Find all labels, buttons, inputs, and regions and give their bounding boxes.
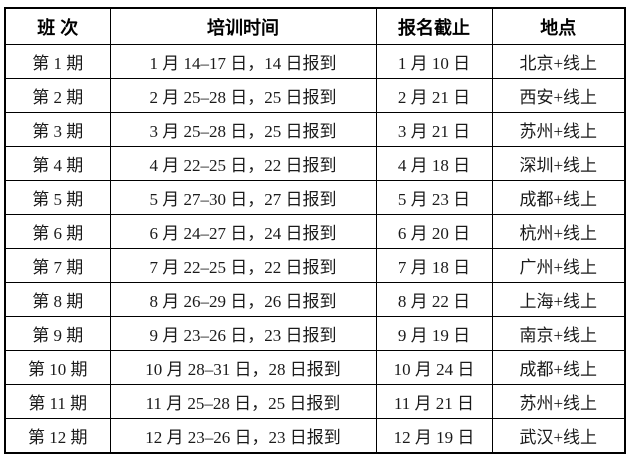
cell-session: 第 11 期 [4, 384, 111, 419]
cell-location: 武汉+线上 [491, 418, 626, 454]
cell-deadline: 1 月 10 日 [375, 44, 493, 79]
cell-deadline: 4 月 18 日 [375, 146, 493, 181]
cell-time: 7 月 22–25 日，22 日报到 [109, 248, 377, 283]
cell-location: 成都+线上 [491, 350, 626, 385]
cell-deadline: 5 月 23 日 [375, 180, 493, 215]
cell-deadline: 10 月 24 日 [375, 350, 493, 385]
header-row: 班 次 培训时间 报名截止 地点 [4, 7, 626, 45]
cell-location: 苏州+线上 [491, 384, 626, 419]
table-row: 第 12 期 12 月 23–26 日，23 日报到 12 月 19 日武汉+线上 [4, 418, 626, 454]
cell-deadline: 2 月 21 日 [375, 78, 493, 113]
cell-location: 深圳+线上 [491, 146, 626, 181]
cell-location: 上海+线上 [491, 282, 626, 317]
cell-session: 第 9 期 [4, 316, 111, 351]
cell-deadline: 3 月 21 日 [375, 112, 493, 147]
cell-time: 11 月 25–28 日，25 日报到 [109, 384, 377, 419]
cell-location: 广州+线上 [491, 248, 626, 283]
cell-deadline: 6 月 20 日 [375, 214, 493, 249]
table-row: 第 10 期 10 月 28–31 日，28 日报到 10 月 24 日成都+线上 [4, 350, 626, 385]
cell-location: 北京+线上 [491, 44, 626, 79]
cell-deadline: 9 月 19 日 [375, 316, 493, 351]
cell-time: 3 月 25–28 日，25 日报到 [109, 112, 377, 147]
cell-time: 6 月 24–27 日，24 日报到 [109, 214, 377, 249]
cell-time: 5 月 27–30 日，27 日报到 [109, 180, 377, 215]
cell-session: 第 2 期 [4, 78, 111, 113]
cell-time: 2 月 25–28 日，25 日报到 [109, 78, 377, 113]
cell-deadline: 7 月 18 日 [375, 248, 493, 283]
cell-session: 第 4 期 [4, 146, 111, 181]
cell-session: 第 7 期 [4, 248, 111, 283]
cell-time: 8 月 26–29 日，26 日报到 [109, 282, 377, 317]
header-session: 班 次 [4, 7, 111, 45]
cell-session: 第 1 期 [4, 44, 111, 79]
header-deadline: 报名截止 [375, 7, 493, 45]
cell-session: 第 8 期 [4, 282, 111, 317]
cell-location: 西安+线上 [491, 78, 626, 113]
table-row: 第 11 期 11 月 25–28 日，25 日报到 11 月 21 日苏州+线上 [4, 384, 626, 419]
cell-time: 9 月 23–26 日，23 日报到 [109, 316, 377, 351]
cell-time: 12 月 23–26 日，23 日报到 [109, 418, 377, 454]
cell-deadline: 11 月 21 日 [375, 384, 493, 419]
cell-session: 第 10 期 [4, 350, 111, 385]
cell-session: 第 6 期 [4, 214, 111, 249]
cell-time: 4 月 22–25 日，22 日报到 [109, 146, 377, 181]
header-time: 培训时间 [109, 7, 377, 45]
cell-session: 第 5 期 [4, 180, 111, 215]
header-location: 地点 [491, 7, 626, 45]
cell-location: 成都+线上 [491, 180, 626, 215]
cell-time: 1 月 14–17 日，14 日报到 [109, 44, 377, 79]
cell-time: 10 月 28–31 日，28 日报到 [109, 350, 377, 385]
cell-location: 苏州+线上 [491, 112, 626, 147]
cell-deadline: 8 月 22 日 [375, 282, 493, 317]
cell-session: 第 3 期 [4, 112, 111, 147]
cell-session: 第 12 期 [4, 418, 111, 454]
cell-deadline: 12 月 19 日 [375, 418, 493, 454]
cell-location: 杭州+线上 [491, 214, 626, 249]
cell-location: 南京+线上 [491, 316, 626, 351]
